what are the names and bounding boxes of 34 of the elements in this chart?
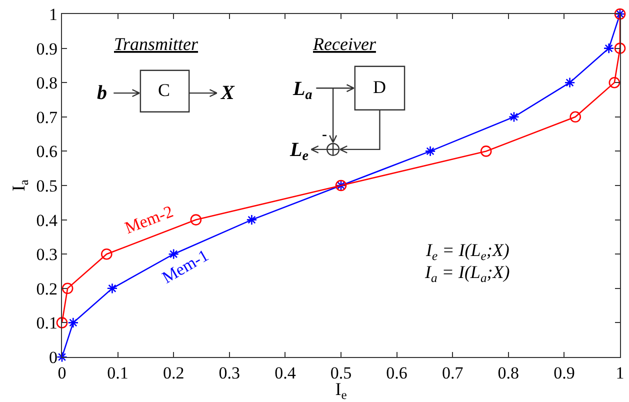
y-tick-label: 0.9 [36,39,58,58]
x-tick-label: 0.7 [442,364,464,382]
y-tick-label: 0.7 [36,108,58,127]
y-tick-label: 1 [49,4,58,24]
x-tick-label: 0.4 [274,364,296,382]
annotation: L$_{a}$ [292,78,312,104]
y-tick-label: 0.5 [36,176,58,196]
x-tick-label: 0.1 [107,364,128,382]
y-tick-label: 0.8 [36,74,58,93]
annotation: C [158,80,170,100]
x-tick-label: 0.6 [386,364,408,382]
y-tick-label: 0 [49,348,58,367]
y-tick-label: 0.4 [36,210,58,230]
annotation: Receiver [312,34,377,54]
text: = I(L$_{a}$;X) [442,262,510,285]
y-tick-label: 0.2 [36,279,58,298]
text: Mem-2 [122,202,176,238]
x-tick-label: 1 [616,364,624,382]
x-tick-label: 0.8 [498,364,520,382]
y-tick-label: 0.3 [36,245,58,264]
annotation: L$_{e}$ [289,139,308,164]
x-tick-label: 0.3 [218,364,240,382]
x-tick-label: 0.9 [554,364,575,382]
y-tick-label: 0.6 [36,142,58,162]
x-tick-label: 0.2 [162,364,184,382]
annotation: b [97,82,107,104]
y-tick-label: 0.1 [36,314,58,333]
annotation: Transmitter [114,34,200,54]
text: = I(L$_{e}$;X) [442,240,510,263]
annotation: D [373,77,386,97]
x-axis-title: I$_{e}$ [426,240,438,263]
y-axis-title: I$_{a}$ [425,262,438,285]
annotation: - [322,127,327,143]
annotation: X [220,82,235,104]
